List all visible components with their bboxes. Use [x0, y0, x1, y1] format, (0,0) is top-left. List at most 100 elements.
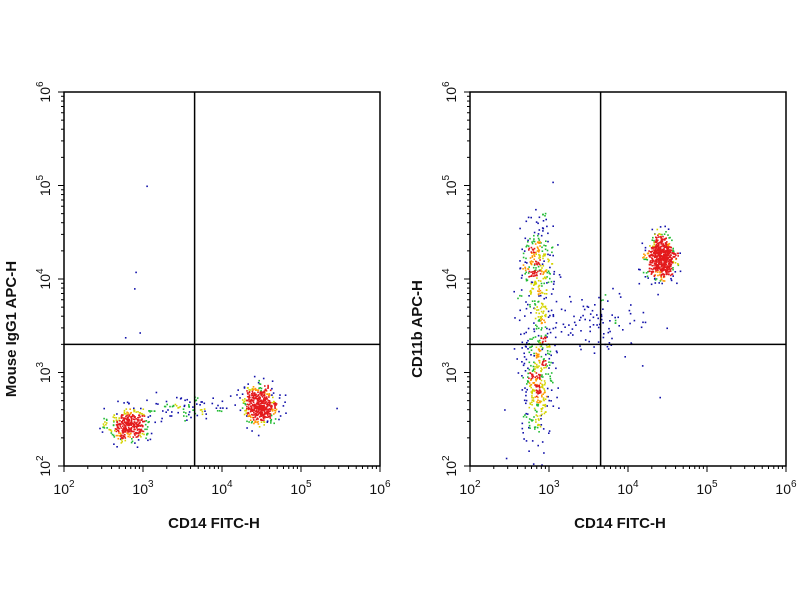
event-point: [142, 430, 145, 433]
event-point: [275, 403, 278, 405]
event-point: [548, 399, 550, 402]
event-point: [248, 404, 250, 406]
event-point: [654, 263, 656, 265]
event-point: [130, 418, 133, 421]
event-point: [141, 432, 144, 435]
event-point: [532, 249, 534, 251]
event-point: [124, 437, 127, 439]
event-point: [136, 421, 138, 424]
event-point: [525, 257, 527, 260]
tick-exponent: 6: [441, 81, 452, 87]
event-point: [533, 272, 536, 275]
event-point: [612, 287, 614, 290]
event-point: [545, 240, 547, 242]
event-point: [536, 246, 539, 248]
event-point: [139, 428, 141, 431]
event-point: [528, 266, 530, 268]
event-point: [555, 322, 558, 324]
event-point: [538, 419, 540, 421]
event-point: [103, 407, 105, 410]
event-point: [221, 400, 224, 403]
event-point: [665, 237, 667, 239]
event-point: [115, 419, 118, 421]
event-point: [660, 275, 662, 277]
event-point: [103, 417, 105, 420]
event-point: [663, 233, 666, 235]
event-point: [535, 272, 538, 274]
event-point: [522, 264, 525, 266]
event-point: [260, 394, 262, 397]
event-point: [262, 413, 264, 416]
event-point: [550, 361, 552, 364]
event-point: [649, 261, 651, 263]
event-point: [520, 333, 522, 336]
event-point: [658, 282, 660, 284]
event-point: [663, 263, 665, 265]
event-point: [667, 228, 670, 230]
event-point: [545, 353, 547, 356]
event-point: [537, 334, 540, 337]
event-point: [614, 319, 617, 322]
event-point: [528, 247, 530, 250]
event-point: [244, 409, 246, 412]
event-point: [542, 277, 545, 280]
event-point: [132, 436, 135, 438]
event-point: [264, 402, 266, 404]
event-point: [144, 423, 147, 426]
event-point: [660, 263, 662, 265]
event-point: [539, 349, 542, 352]
event-point: [239, 409, 242, 412]
event-point: [279, 415, 282, 417]
event-point: [536, 250, 539, 252]
event-point: [196, 403, 198, 405]
y-tick-label: 103: [441, 361, 459, 383]
event-point: [661, 233, 663, 236]
event-point: [663, 246, 666, 249]
event-point: [141, 415, 144, 417]
event-point: [656, 240, 658, 242]
event-point: [122, 417, 125, 419]
event-point: [523, 356, 526, 358]
event-point: [536, 385, 539, 388]
event-point: [505, 457, 508, 460]
event-point: [264, 399, 267, 402]
tick-base: 10: [443, 180, 459, 196]
event-point: [266, 420, 269, 422]
event-point: [548, 367, 550, 369]
event-point: [117, 423, 120, 425]
event-point: [539, 400, 541, 402]
event-point: [608, 327, 610, 330]
event-point: [653, 241, 655, 244]
event-point: [249, 410, 252, 413]
event-point: [538, 373, 540, 376]
event-point: [549, 331, 552, 334]
tick-exponent: 2: [475, 479, 481, 490]
event-point: [544, 306, 547, 309]
event-point: [535, 251, 537, 254]
event-point: [667, 245, 670, 247]
event-point: [270, 414, 273, 417]
event-point: [101, 431, 104, 433]
event-point: [540, 410, 543, 413]
event-point: [118, 430, 120, 433]
event-point: [568, 324, 570, 326]
event-point: [668, 273, 670, 275]
event-point: [186, 398, 188, 401]
event-point: [248, 394, 251, 396]
event-point: [546, 387, 549, 390]
tick-exponent: 5: [441, 174, 452, 180]
event-point: [592, 316, 595, 319]
event-point: [190, 416, 192, 419]
event-point: [664, 265, 666, 267]
event-point: [652, 245, 654, 248]
event-point: [521, 361, 523, 363]
event-point: [540, 414, 542, 417]
event-point: [667, 254, 670, 256]
event-point: [263, 419, 265, 421]
event-point: [131, 415, 133, 418]
event-point: [526, 262, 528, 264]
event-point: [541, 386, 544, 389]
event-point: [535, 414, 538, 416]
event-point: [529, 306, 531, 308]
